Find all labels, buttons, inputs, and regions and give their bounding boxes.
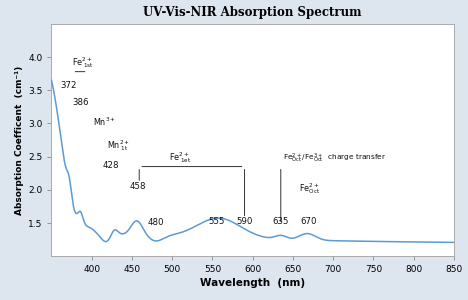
Text: $\mathregular{Fe^{2+}_{Oct}/Fe^{3+}_{Oct}}$  charge transfer: $\mathregular{Fe^{2+}_{Oct}/Fe^{3+}_{Oct… (283, 152, 387, 165)
Text: 458: 458 (129, 182, 146, 191)
Text: $\mathregular{Mn^{3+}}$: $\mathregular{Mn^{3+}}$ (93, 116, 116, 128)
Text: 590: 590 (236, 217, 253, 226)
Title: UV-Vis-NIR Absorption Spectrum: UV-Vis-NIR Absorption Spectrum (143, 6, 362, 19)
Text: $\mathregular{Fe^{2+}_{\ 1st}}$: $\mathregular{Fe^{2+}_{\ 1st}}$ (72, 56, 94, 70)
Text: 480: 480 (148, 218, 164, 227)
Text: 670: 670 (300, 217, 316, 226)
Text: $\mathregular{Fe^{2+}_{\ 1et}}$: $\mathregular{Fe^{2+}_{\ 1et}}$ (169, 150, 191, 165)
Text: 635: 635 (272, 217, 289, 226)
Text: 555: 555 (208, 217, 225, 226)
Text: 372: 372 (60, 81, 77, 90)
Text: 386: 386 (72, 98, 89, 107)
Text: $\mathregular{Mn^{2+}_{\ 1t}}$: $\mathregular{Mn^{2+}_{\ 1t}}$ (107, 138, 130, 153)
X-axis label: Wavelength  (nm): Wavelength (nm) (200, 278, 305, 288)
Text: $\mathregular{Fe^{2+}_{Oct}}$: $\mathregular{Fe^{2+}_{Oct}}$ (300, 182, 321, 196)
Y-axis label: Absorption Coefficent  (cm⁻¹): Absorption Coefficent (cm⁻¹) (15, 65, 24, 215)
Text: 428: 428 (103, 161, 119, 170)
